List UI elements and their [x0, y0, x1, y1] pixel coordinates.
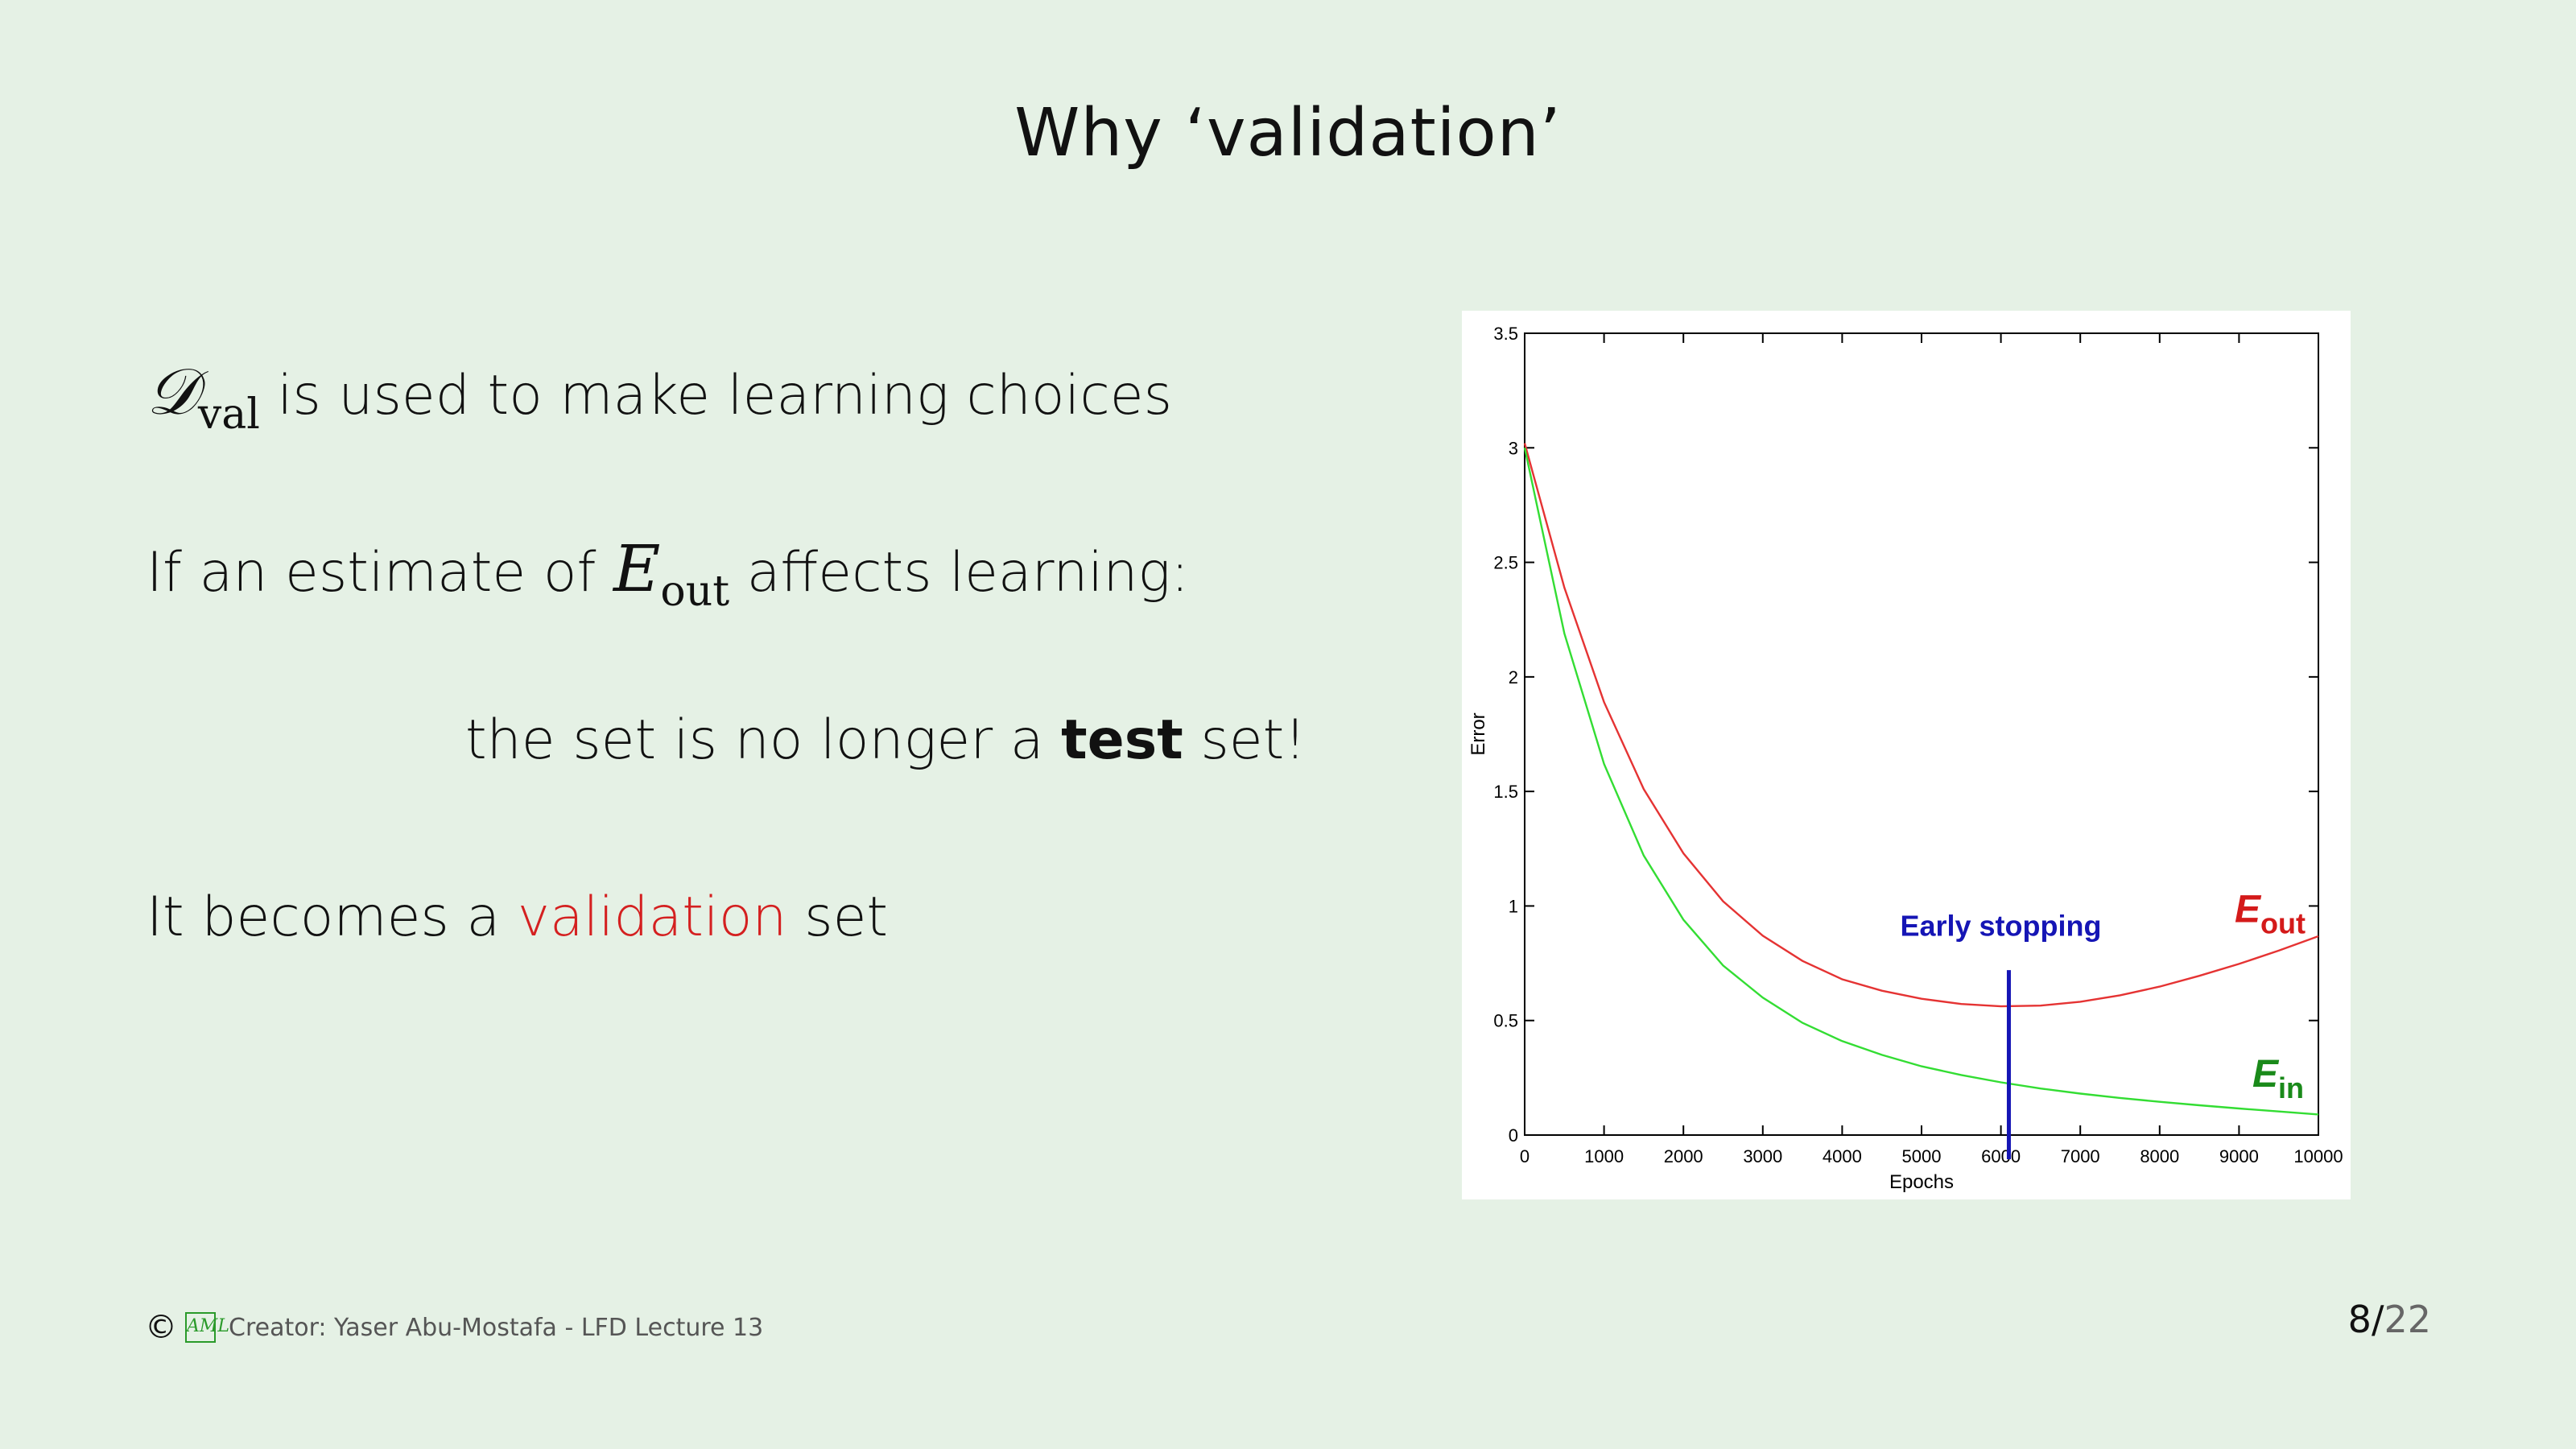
- aml-logo: AML: [185, 1312, 229, 1343]
- bullet-dval-text: is used to make learning choices: [259, 364, 1173, 427]
- plot-frame: [1524, 332, 2319, 1136]
- page-total: 22: [2384, 1298, 2431, 1341]
- early-stopping-label: Early stopping: [1900, 909, 2101, 942]
- bullet-eout-estimate: If an estimate of Eout affects learning:: [147, 531, 1189, 616]
- y-tick-label: 0: [1509, 1125, 1518, 1146]
- x-tick-label: 5000: [1902, 1146, 1942, 1166]
- series-label-out: Eout: [2235, 888, 2306, 939]
- y-axis-label: Error: [1468, 712, 1489, 755]
- y-tick-label: 1.5: [1493, 782, 1518, 802]
- y-tick-label: 1: [1509, 896, 1518, 916]
- y-tick-label: 2: [1509, 667, 1518, 687]
- bullet-test-post: set!: [1183, 708, 1307, 772]
- y-tick-label: 3.5: [1493, 324, 1518, 344]
- x-tick-label: 4000: [1823, 1146, 1862, 1166]
- validation-highlight: validation: [517, 886, 787, 949]
- x-axis-label: Epochs: [1889, 1171, 1954, 1193]
- eout-subscript: out: [660, 568, 730, 616]
- creator-credit: Creator: Yaser Abu-Mostafa - LFD Lecture…: [229, 1313, 764, 1342]
- bullet-dval: 𝒟val is used to make learning choices: [147, 354, 1172, 439]
- x-tick-label: 8000: [2140, 1146, 2179, 1166]
- early-stopping-plot: 0 1000 2000 3000 4000 5000 6000 7000 8000 9000 100…: [1462, 311, 2351, 1199]
- series-label-in: Ein: [2252, 1053, 2304, 1104]
- series-line-in: [1523, 448, 2319, 1116]
- x-tick-label: 7000: [2061, 1146, 2100, 1166]
- bullet-test-pre: the set is no longer a: [465, 708, 1062, 772]
- x-tick-label: 9000: [2219, 1146, 2259, 1166]
- page-current: 8: [2347, 1298, 2372, 1341]
- y-tick-label: 3: [1509, 438, 1518, 458]
- x-tick-label: 10000: [2293, 1146, 2343, 1166]
- slide-title: Why ‘validation’: [1014, 95, 1562, 171]
- eout-symbol: E: [613, 531, 661, 606]
- x-tick-label: 1000: [1584, 1146, 1624, 1166]
- bullet-validation-pre: It becomes a: [147, 886, 518, 949]
- series-line-out: [1523, 443, 2319, 1008]
- bullet-eout-pre: If an estimate of: [147, 541, 613, 605]
- copyright-symbol: ©: [145, 1309, 177, 1346]
- bullet-validation-set: It becomes a validation set: [147, 886, 888, 949]
- dval-subscript: val: [197, 390, 260, 439]
- y-tick-label: 0.5: [1493, 1011, 1518, 1031]
- x-tick-label: 0: [1520, 1146, 1530, 1166]
- y-tick-label: 2.5: [1493, 553, 1518, 573]
- bullet-validation-post: set: [786, 886, 889, 949]
- bullet-not-test-set: the set is no longer a test set!: [465, 708, 1307, 772]
- early-stopping-chart: 0 1000 2000 3000 4000 5000 6000 7000 8000 9000 100…: [1468, 324, 2343, 1193]
- bullet-eout-post: affects learning:: [729, 541, 1190, 605]
- footer: © AML Creator: Yaser Abu-Mostafa - LFD L…: [145, 1309, 763, 1346]
- x-tick-label: 6000: [1981, 1146, 2021, 1166]
- test-emphasis: test: [1061, 708, 1183, 772]
- dval-symbol: 𝒟: [147, 354, 198, 429]
- x-tick-label: 2000: [1664, 1146, 1703, 1166]
- x-tick-label: 3000: [1743, 1146, 1782, 1166]
- page-number: 8/22: [2347, 1298, 2431, 1341]
